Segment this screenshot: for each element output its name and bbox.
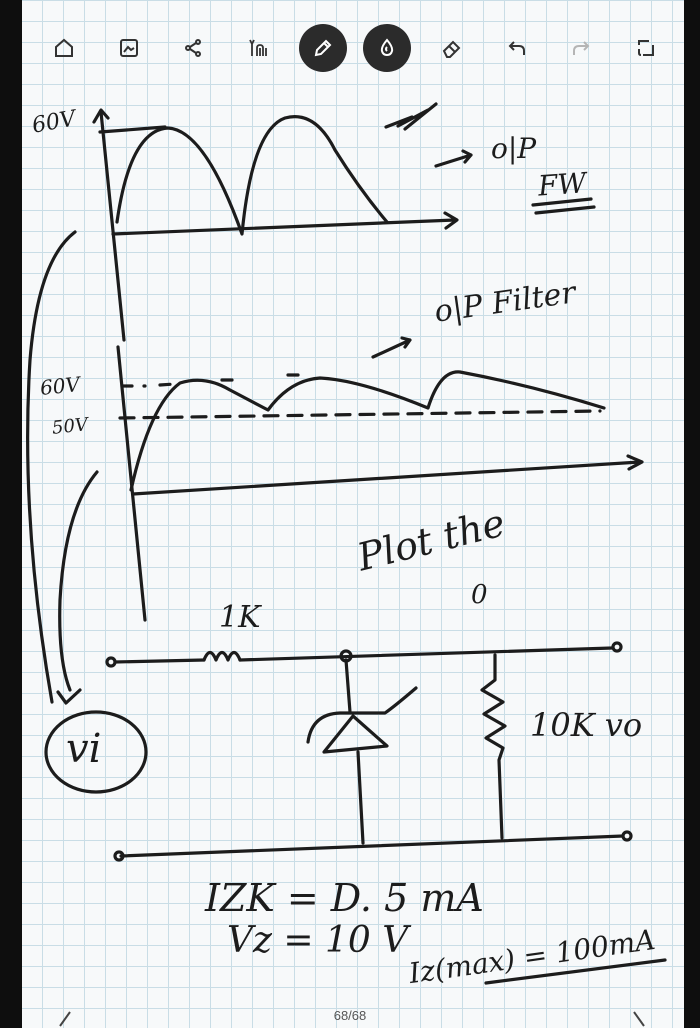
peak-dash-line [98, 125, 167, 134]
insert-image-button[interactable] [105, 24, 153, 72]
x-axis-mid [131, 460, 642, 496]
resistor-10k [480, 653, 507, 840]
feed-line-outer [26, 230, 77, 704]
input-terminal-bottom [113, 850, 125, 862]
image-icon [119, 39, 138, 57]
scribble-mark [384, 102, 438, 131]
izmax-underline [484, 958, 667, 985]
text-recognition-button[interactable] [234, 24, 282, 72]
eraser-icon [442, 40, 461, 58]
filter-output-graph [116, 336, 644, 622]
output-terminal-bottom [621, 830, 633, 842]
highlighter-icon [381, 38, 394, 57]
wire-top-right [238, 646, 614, 662]
label-op-fw: o|P [491, 132, 537, 165]
pen-tool-button[interactable] [298, 24, 347, 72]
label-60v-mid: 60V [38, 371, 82, 401]
highlighter-tool-button[interactable] [363, 24, 412, 72]
wire-bottom [119, 834, 625, 858]
label-plot-subscript: 0 [471, 580, 488, 610]
fw-underline-1 [531, 197, 593, 207]
full-wave-curve [115, 115, 389, 236]
label-fw: FW [536, 166, 588, 203]
undo-button[interactable] [493, 24, 541, 72]
label-1k: 1K [219, 600, 261, 635]
page-indicator: 68/68 [333, 1008, 367, 1023]
toolbar [40, 22, 670, 74]
label-vi: vi [66, 726, 102, 772]
resistor-1k [202, 650, 242, 662]
output-terminal-top [611, 641, 623, 653]
filtered-ripple-curve [129, 370, 606, 492]
label-10k-vo: 10K vo [530, 706, 643, 744]
home-icon [55, 38, 73, 57]
y-axis-top [99, 110, 126, 342]
y-axis-top-arrow [92, 108, 110, 124]
text-recognition-icon [249, 39, 267, 56]
zener-circuit [44, 641, 667, 985]
share-icon [185, 39, 202, 57]
home-button[interactable] [40, 24, 88, 72]
screen-edge-right [684, 0, 700, 1028]
fit-screen-icon [637, 40, 654, 56]
previous-page-chevron-icon[interactable] [52, 1010, 82, 1028]
dash-50v [118, 409, 602, 420]
zener-lead-bottom [356, 750, 365, 845]
input-feed-lines [26, 230, 99, 705]
redo-button[interactable] [557, 24, 605, 72]
label-izk: IZK = D. 5 mA [205, 876, 484, 920]
feed-arrow [56, 688, 82, 705]
zener-bar [306, 686, 418, 744]
x-axis-top [111, 218, 457, 236]
undo-icon [508, 41, 525, 55]
zener-triangle [322, 714, 389, 754]
x-axis-top-arrow [443, 211, 459, 230]
x-axis-mid-arrow [626, 454, 644, 471]
feed-line-inner [58, 470, 99, 692]
vi-circle [44, 710, 148, 794]
redo-icon [573, 41, 590, 55]
label-vz: Vz = 10 V [227, 920, 409, 961]
fw-underline-2 [534, 205, 596, 215]
dash-60v [120, 373, 302, 388]
zener-lead-top [344, 658, 352, 714]
pen-icon [314, 39, 332, 57]
full-wave-output-graph [92, 102, 596, 342]
output-arrow-top [434, 149, 473, 168]
screen-edge-left [0, 0, 22, 1028]
eraser-tool-button[interactable] [428, 24, 476, 72]
label-50v: 50V [51, 414, 89, 439]
output-arrow-mid [371, 336, 412, 359]
share-button[interactable] [169, 24, 217, 72]
wire-top-left [113, 658, 206, 664]
fit-screen-button[interactable] [622, 24, 670, 72]
next-page-chevron-icon[interactable] [622, 1010, 652, 1028]
